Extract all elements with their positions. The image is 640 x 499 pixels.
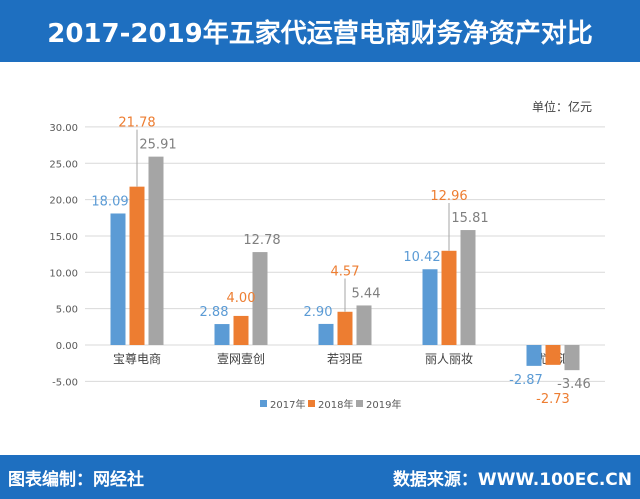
bar <box>148 156 164 345</box>
legend-swatch <box>260 400 267 407</box>
bar <box>564 345 580 371</box>
legend-label: 2018年 <box>318 398 353 411</box>
y-tick-label: 25.00 <box>49 159 78 170</box>
footer-credit: 图表编制：网经社 <box>8 470 144 490</box>
bar <box>526 345 542 366</box>
bar <box>110 213 126 345</box>
category-label: 宝尊电商 <box>113 351 161 366</box>
legend-swatch <box>308 400 315 407</box>
y-tick-label: -5.00 <box>52 377 78 388</box>
data-label: -3.46 <box>557 377 591 392</box>
data-label: 18.09 <box>91 194 128 209</box>
footer: 图表编制：网经社 数据来源：WWW.100EC.CN <box>0 455 640 499</box>
bar <box>214 324 230 345</box>
bar <box>318 323 334 345</box>
data-label: 5.44 <box>352 286 381 301</box>
y-tick-label: 20.00 <box>49 196 78 207</box>
category-label: 壹网壹创 <box>217 352 265 366</box>
legend-label: 2017年 <box>270 398 305 411</box>
bar <box>460 230 476 345</box>
bar <box>356 305 372 345</box>
bar <box>545 345 561 365</box>
data-label: 10.42 <box>403 250 440 265</box>
data-label: 4.57 <box>331 264 360 279</box>
bar <box>337 311 353 345</box>
data-label: 2.88 <box>200 305 229 320</box>
data-label: -2.87 <box>509 373 543 388</box>
legend-swatch <box>356 400 363 407</box>
data-label: -2.73 <box>536 392 570 407</box>
page-title: 2017-2019年五家代运营电商财务净资产对比 <box>0 0 640 62</box>
unit-label: 单位：亿元 <box>531 100 592 114</box>
bar <box>129 186 145 345</box>
y-tick-label: 5.00 <box>56 305 78 316</box>
bar <box>233 315 249 345</box>
data-label: 4.00 <box>227 291 256 306</box>
y-tick-label: 30.00 <box>49 123 78 134</box>
y-tick-label: 15.00 <box>49 232 78 243</box>
data-label: 12.96 <box>430 189 467 204</box>
bar <box>441 250 457 345</box>
data-label: 12.78 <box>243 233 280 248</box>
category-label: 丽人丽妆 <box>425 352 473 366</box>
bar <box>422 269 438 345</box>
y-tick-label: 10.00 <box>49 268 78 279</box>
y-tick-label: 0.00 <box>56 341 78 352</box>
data-label: 2.90 <box>304 305 333 320</box>
data-label: 21.78 <box>118 116 155 131</box>
category-label: 若羽臣 <box>327 352 363 366</box>
legend-label: 2019年 <box>366 398 401 411</box>
footer-source: 数据来源：WWW.100EC.CN <box>392 470 632 490</box>
data-label: 25.91 <box>139 138 176 153</box>
bar <box>252 252 268 345</box>
data-label: 15.81 <box>451 211 488 226</box>
